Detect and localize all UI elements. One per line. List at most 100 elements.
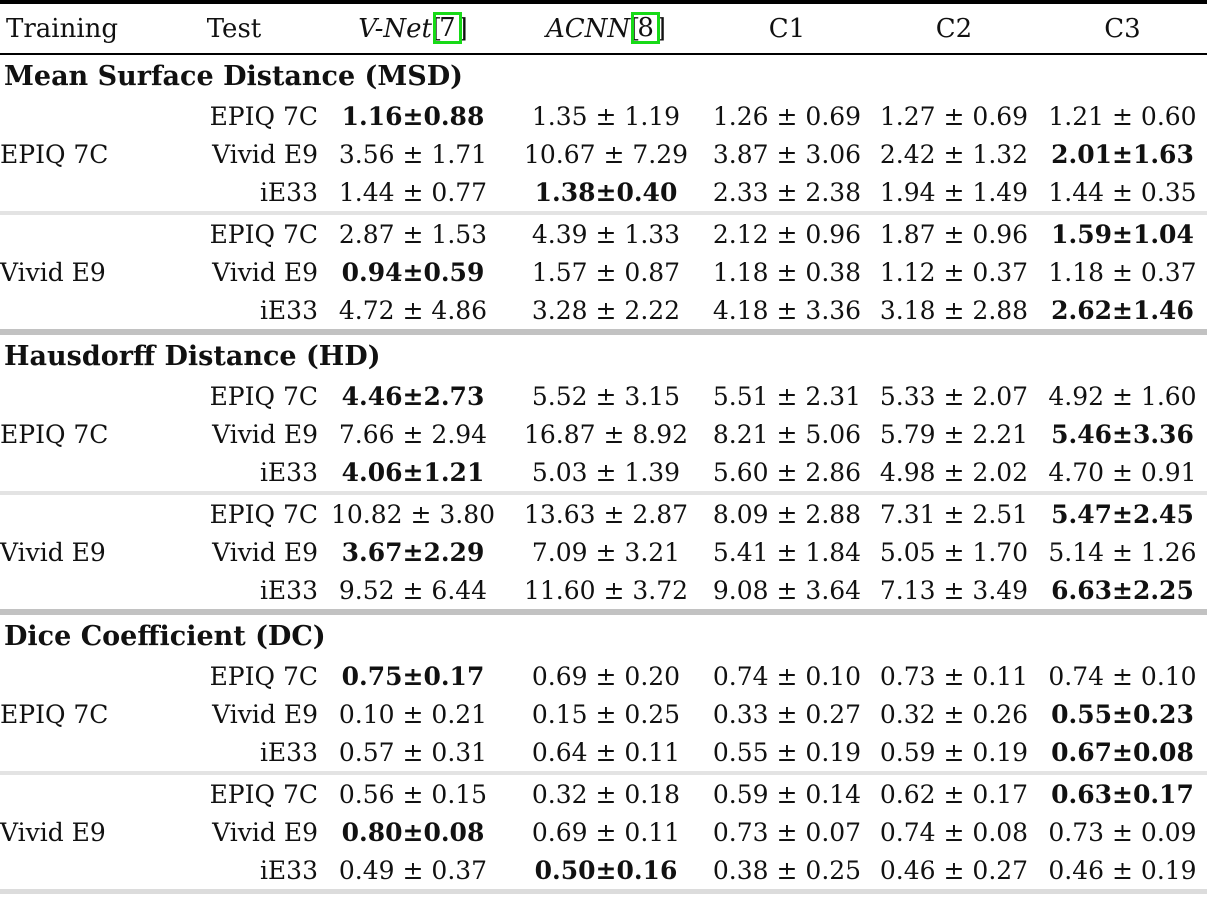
cell-value: 7.13 ± 3.49 (879, 575, 1029, 605)
cell-test: EPIQ 7C (209, 381, 318, 411)
col-header-test: Test (150, 0, 318, 55)
cell-test: Vivid E9 (212, 419, 318, 449)
cell-test: EPIQ 7C (209, 779, 318, 809)
cell-value: 0.50±0.16 (534, 855, 678, 885)
cell-value: 0.94±0.59 (341, 257, 485, 287)
cell-value: 2.33 ± 2.38 (712, 177, 862, 207)
cell-value: 1.94 ± 1.49 (879, 177, 1029, 207)
cell-value: 0.73 ± 0.09 (1048, 817, 1197, 847)
table-row: EPIQ 7C EPIQ 7C 4.46±2.73 5.52 ± 3.15 5.51 ±… (0, 377, 1207, 449)
cell-training: Vivid E9 (0, 257, 106, 287)
cell-value: 0.10 ± 0.21 (338, 699, 488, 729)
bracket: [ (431, 13, 443, 44)
cell-value: 7.09 ± 3.21 (531, 537, 681, 567)
section-title: Dice Coefficient (DC) (4, 620, 326, 652)
cell-value: 5.60 ± 2.86 (712, 457, 862, 487)
cell-test: iE33 (259, 295, 318, 325)
cell-value: 5.47±2.45 (1051, 499, 1194, 529)
cell-value: 4.72 ± 4.86 (338, 295, 488, 325)
citation-link-7[interactable]: [7] (431, 11, 468, 44)
col-header-c1: C1 (704, 0, 870, 55)
bracket: [ (630, 13, 641, 44)
section-header-row: Dice Coefficient (DC) (0, 615, 1207, 657)
table-row: Vivid E9 0.94±0.59 1.57 ± 0.87 1.18 ± 0.38 1… (0, 253, 1207, 291)
cell-value: 1.27 ± 0.69 (879, 101, 1029, 131)
cell-value: 2.12 ± 0.96 (712, 219, 862, 249)
cell-value: 4.98 ± 2.02 (879, 457, 1029, 487)
cell-value: 1.12 ± 0.37 (879, 257, 1029, 287)
cell-value: 0.55 ± 0.19 (712, 737, 862, 767)
table-row: iE33 0.57 ± 0.31 0.64 ± 0.11 0.55 ± 0.19 0.5… (0, 733, 1207, 771)
cell-value: 11.60 ± 3.72 (523, 575, 689, 605)
cell-value: 4.46±2.73 (341, 381, 485, 411)
bracket: ] (655, 13, 667, 44)
cell-value: 0.33 ± 0.27 (712, 699, 862, 729)
cell-value: 10.82 ± 3.80 (330, 499, 496, 529)
cell-value: 5.41 ± 1.84 (712, 537, 862, 567)
cell-value: 2.62±1.46 (1051, 295, 1194, 325)
cell-value: 0.80±0.08 (341, 817, 485, 847)
separator-line (0, 329, 1207, 335)
cell-value: 0.15 ± 0.25 (531, 699, 681, 729)
table-row: Vivid E9 EPIQ 7C 0.56 ± 0.15 0.32 ± 0.18 0.5… (0, 775, 1207, 847)
table-row: EPIQ 7C EPIQ 7C 0.75±0.17 0.69 ± 0.20 0.74 ±… (0, 657, 1207, 729)
cell-value: 2.87 ± 1.53 (338, 219, 488, 249)
table-row: EPIQ 7C EPIQ 7C 1.16±0.88 1.35 ± 1.19 1.26 ±… (0, 97, 1207, 169)
cell-value: 0.56 ± 0.15 (338, 779, 488, 809)
cell-value: 0.38 ± 0.25 (712, 855, 862, 885)
cell-test: Vivid E9 (212, 257, 318, 287)
table-row: Vivid E9 3.56 ± 1.71 10.67 ± 7.29 3.87 ± 3.… (0, 135, 1207, 173)
cell-value: 1.38±0.40 (534, 177, 678, 207)
section-header-row: Mean Surface Distance (MSD) (0, 54, 1207, 97)
cell-value: 0.74 ± 0.10 (1048, 661, 1197, 691)
cell-value: 1.26 ± 0.69 (712, 101, 862, 131)
cell-value: 1.44 ± 0.77 (338, 177, 488, 207)
cell-value: 3.67±2.29 (341, 537, 485, 567)
cell-value: 0.46 ± 0.19 (1048, 855, 1197, 885)
cell-test: Vivid E9 (212, 139, 318, 169)
cell-value: 0.73 ± 0.11 (879, 661, 1029, 691)
cell-test: Vivid E9 (212, 817, 318, 847)
cell-value: 5.51 ± 2.31 (712, 381, 862, 411)
cell-value: 4.18 ± 3.36 (712, 295, 862, 325)
table-row: Vivid E9 0.10 ± 0.21 0.15 ± 0.25 0.33 ± 0.2… (0, 695, 1207, 733)
col-header-c3: C3 (1038, 0, 1207, 55)
citation-number-7: 7 (433, 11, 462, 44)
cell-value: 9.52 ± 6.44 (338, 575, 488, 605)
table-row: iE33 9.52 ± 6.44 11.60 ± 3.72 9.08 ± 3.64 7.… (0, 571, 1207, 609)
cell-value: 0.32 ± 0.26 (879, 699, 1029, 729)
cell-value: 8.21 ± 5.06 (712, 419, 862, 449)
separator-line (0, 609, 1207, 615)
cell-value: 0.55±0.23 (1051, 699, 1194, 729)
cell-value: 0.32 ± 0.18 (531, 779, 681, 809)
col-header-c2: C2 (870, 0, 1038, 55)
cell-value: 0.69 ± 0.11 (531, 817, 681, 847)
citation-link-8[interactable]: [8] (630, 11, 667, 44)
cell-value: 0.69 ± 0.20 (531, 661, 681, 691)
cell-value: 4.06±1.21 (341, 457, 485, 487)
citation-number-8: 8 (631, 11, 660, 44)
cell-value: 5.46±3.36 (1051, 419, 1194, 449)
cell-value: 3.87 ± 3.06 (712, 139, 862, 169)
section-title: Mean Surface Distance (MSD) (4, 60, 463, 92)
cell-value: 3.56 ± 1.71 (338, 139, 488, 169)
cell-value: 0.74 ± 0.08 (879, 817, 1029, 847)
section-separator (0, 609, 1207, 615)
cell-value: 4.39 ± 1.33 (531, 219, 681, 249)
separator-line (0, 211, 1207, 215)
col-header-acnn: ACNN[8] (508, 0, 704, 55)
table-row: iE33 4.72 ± 4.86 3.28 ± 2.22 4.18 ± 3.36 3.1… (0, 291, 1207, 329)
cell-value: 10.67 ± 7.29 (523, 139, 689, 169)
cell-value: 0.59 ± 0.14 (712, 779, 862, 809)
section-header-row: Hausdorff Distance (HD) (0, 335, 1207, 377)
cell-value: 2.01±1.63 (1051, 139, 1194, 169)
cell-value: 0.57 ± 0.31 (338, 737, 488, 767)
cell-value: 3.18 ± 2.88 (879, 295, 1029, 325)
cell-value: 5.03 ± 1.39 (531, 457, 681, 487)
cell-value: 0.46 ± 0.27 (879, 855, 1029, 885)
table-row: Vivid E9 0.80±0.08 0.69 ± 0.11 0.73 ± 0.07 0… (0, 813, 1207, 851)
table-body: Mean Surface Distance (MSD) EPIQ 7C EPIQ 7… (0, 54, 1207, 894)
cell-value: 0.59 ± 0.19 (879, 737, 1029, 767)
cell-value: 0.74 ± 0.10 (712, 661, 862, 691)
